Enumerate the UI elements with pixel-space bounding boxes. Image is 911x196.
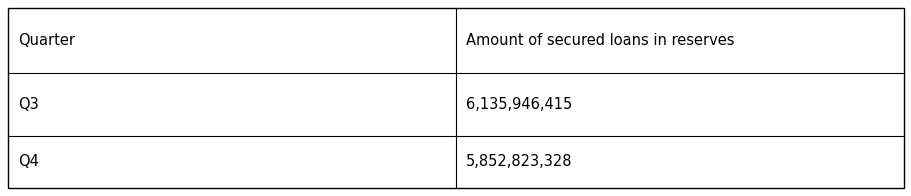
Text: Q4: Q4 [18, 154, 39, 170]
Text: Amount of secured loans in reserves: Amount of secured loans in reserves [466, 33, 733, 48]
Text: Quarter: Quarter [18, 33, 75, 48]
Text: 6,135,946,415: 6,135,946,415 [466, 97, 571, 112]
Text: Q3: Q3 [18, 97, 38, 112]
Text: 5,852,823,328: 5,852,823,328 [466, 154, 572, 170]
